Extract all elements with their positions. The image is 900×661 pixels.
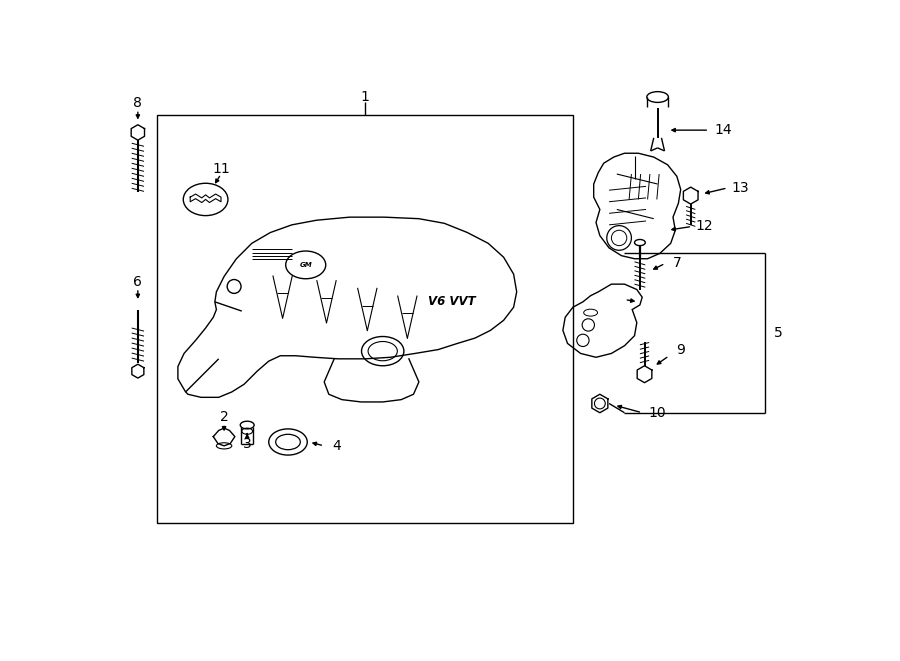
Text: 3: 3: [243, 436, 252, 451]
Text: 7: 7: [672, 256, 681, 270]
Text: 8: 8: [133, 97, 142, 110]
Text: 2: 2: [220, 410, 229, 424]
Bar: [158, 115, 573, 523]
Text: 12: 12: [695, 219, 713, 233]
Text: 6: 6: [133, 275, 142, 289]
Text: 13: 13: [731, 181, 749, 195]
Text: V6 VVT: V6 VVT: [428, 295, 476, 308]
Text: 1: 1: [361, 90, 369, 104]
Text: 9: 9: [676, 342, 685, 356]
Text: 4: 4: [332, 439, 341, 453]
Text: 10: 10: [649, 406, 666, 420]
Text: 11: 11: [212, 162, 230, 176]
Text: GM: GM: [300, 262, 312, 268]
Text: 5: 5: [774, 326, 783, 340]
Text: 14: 14: [715, 123, 732, 137]
